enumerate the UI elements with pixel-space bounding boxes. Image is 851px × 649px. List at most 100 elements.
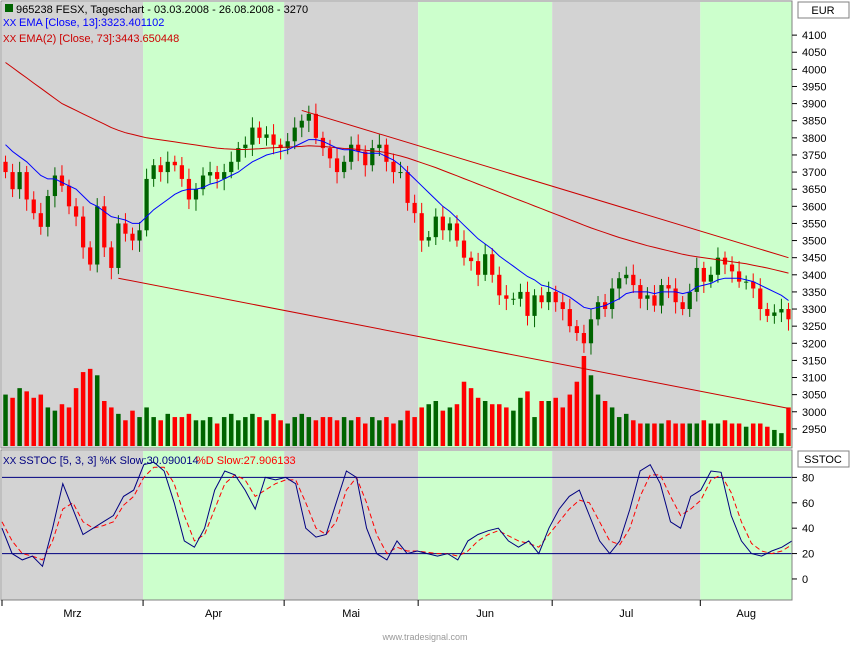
volume-bars	[3, 356, 791, 446]
stoch-icon: XX	[3, 456, 17, 467]
volume-bar	[497, 404, 502, 446]
volume-bar	[426, 404, 431, 446]
volume-bar	[680, 423, 685, 446]
stoch-month-band-Jun	[418, 451, 553, 600]
candlesticks	[3, 103, 791, 355]
volume-bar	[370, 417, 375, 446]
volume-bar	[673, 423, 678, 446]
candle-body	[172, 161, 177, 166]
volume-bar	[214, 423, 220, 446]
trendlines	[118, 109, 789, 409]
candle-body	[31, 199, 36, 214]
volume-bar	[687, 423, 692, 446]
candle-body	[652, 295, 657, 306]
price-tick-label: 3950	[802, 81, 826, 93]
candle-body	[236, 148, 241, 162]
price-tick-label: 3800	[802, 133, 826, 145]
candle-body	[440, 216, 445, 231]
volume-bar	[38, 394, 44, 446]
price-tick-label: 3850	[802, 116, 826, 128]
stoch-tick-label: 80	[802, 472, 814, 484]
price-tick-label: 3050	[802, 390, 826, 402]
volume-bar	[109, 407, 114, 446]
volume-bar	[320, 417, 326, 446]
price-tick-label: 3700	[802, 167, 826, 179]
trendline	[118, 277, 789, 409]
volume-bar	[384, 417, 389, 446]
volume-bar	[758, 423, 763, 446]
candle-body	[567, 309, 572, 327]
candle-body	[645, 295, 650, 299]
volume-bar	[271, 413, 276, 446]
volume-bar	[574, 381, 580, 446]
volume-bar	[94, 375, 100, 446]
volume-bar	[236, 420, 241, 446]
candle-body	[151, 165, 156, 179]
currency-box	[797, 1, 850, 19]
volume-bar	[123, 420, 128, 446]
volume-bar	[581, 356, 587, 446]
volume-bar	[454, 404, 460, 446]
candle-body	[349, 144, 354, 162]
month-label-Jul: Jul	[619, 608, 633, 620]
volume-bar	[144, 407, 149, 446]
candle-body	[285, 141, 290, 149]
volume-bar	[475, 397, 481, 446]
volume-bar	[165, 413, 171, 446]
candle-body	[659, 285, 664, 306]
candle-body	[207, 172, 213, 176]
volume-bar	[200, 420, 206, 446]
stoch-k-label: SSTOC [5, 3, 3] %K Slow:30.090014	[19, 455, 199, 467]
candle-body	[356, 144, 361, 152]
volume-bar	[221, 417, 227, 446]
volume-bar	[228, 413, 234, 446]
candle-body	[278, 144, 283, 149]
candle-body	[292, 127, 297, 142]
candle-body	[694, 267, 699, 292]
price-tick-label: 3550	[802, 218, 826, 230]
volume-bar	[532, 417, 537, 446]
volume-bar	[623, 413, 629, 446]
candle-body	[433, 216, 438, 238]
volume-bar	[363, 423, 368, 446]
volume-bar	[334, 420, 340, 446]
stoch-tick-label: 40	[802, 523, 814, 535]
candle-body	[165, 161, 170, 173]
candle-body	[384, 144, 389, 162]
volume-bar	[588, 375, 594, 446]
volume-bar	[468, 388, 474, 446]
candle-body	[24, 172, 29, 200]
price-tick-label: 3100	[802, 373, 826, 385]
candle-body	[398, 172, 403, 174]
stoch-k-line	[1, 461, 793, 568]
candle-body	[454, 223, 460, 241]
candle-body	[306, 113, 311, 121]
month-label-Mrz: Mrz	[63, 608, 81, 620]
price-tick-label: 3000	[802, 407, 826, 419]
candle-body	[144, 178, 149, 231]
candle-body	[701, 267, 706, 282]
price-tick-label: 3300	[802, 304, 826, 316]
candle-body	[772, 312, 777, 316]
volume-bar	[3, 394, 8, 446]
volume-bar	[193, 420, 199, 446]
volume-bar	[257, 417, 262, 446]
price-tick-label: 3900	[802, 99, 826, 111]
month-label-Jun: Jun	[476, 608, 494, 620]
candle-body	[581, 333, 587, 344]
ema13-icon: XX	[3, 18, 17, 29]
volume-bar	[708, 423, 714, 446]
volume-bar	[729, 423, 735, 446]
candle-body	[765, 309, 770, 316]
candle-body	[377, 144, 382, 149]
volume-bar	[786, 407, 791, 446]
stoch-d-label: %D Slow:27.906133	[196, 455, 296, 467]
candle-body	[595, 302, 601, 320]
candle-body	[525, 291, 530, 316]
candle-body	[715, 257, 721, 275]
candle-body	[264, 134, 269, 138]
volume-bar	[489, 404, 495, 446]
price-tick-label: 4100	[802, 30, 826, 42]
stoch-month-band-Jul	[552, 451, 701, 600]
